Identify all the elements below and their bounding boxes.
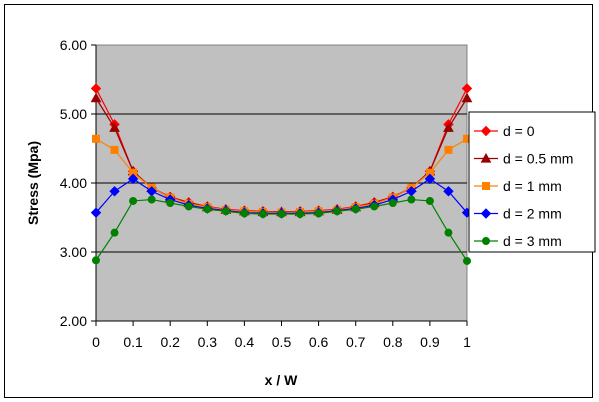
data-point bbox=[258, 210, 267, 219]
data-point bbox=[314, 209, 323, 218]
data-point bbox=[407, 195, 416, 204]
legend: d = 0 d = 0.5 mm d = 1 mm d = 2 mm d = 3 mm bbox=[468, 111, 596, 253]
legend-entry: d = 0.5 mm bbox=[474, 151, 573, 167]
x-tick-label: 0.9 bbox=[420, 334, 440, 350]
legend-marker bbox=[480, 125, 492, 137]
x-tick-label: 0.5 bbox=[272, 334, 292, 350]
legend-label: d = 0.5 mm bbox=[503, 151, 573, 167]
legend-entry: d = 3 mm bbox=[474, 233, 562, 249]
y-axis-title: Stress (Mpa) bbox=[25, 141, 41, 225]
x-tick-label: 0.4 bbox=[235, 334, 255, 350]
data-point bbox=[388, 199, 397, 208]
x-axis: 0 0.1 0.2 0.3 0.4 0.5 0.6 0.7 0.8 0.9 1 bbox=[92, 320, 471, 350]
data-point bbox=[184, 202, 193, 211]
x-tick-label: 0.2 bbox=[160, 334, 180, 350]
data-point bbox=[240, 209, 249, 218]
data-point bbox=[444, 145, 453, 154]
data-point bbox=[147, 195, 156, 204]
grid-lines bbox=[96, 113, 467, 253]
series-layer bbox=[90, 83, 473, 265]
x-tick-label: 0.7 bbox=[346, 334, 366, 350]
x-tick-label: 0.6 bbox=[309, 334, 329, 350]
data-point bbox=[129, 196, 138, 205]
data-point bbox=[277, 210, 286, 219]
data-point bbox=[110, 145, 119, 154]
legend-marker bbox=[482, 182, 490, 190]
x-tick-label: 0 bbox=[92, 334, 100, 350]
data-point bbox=[92, 134, 100, 143]
data-point bbox=[221, 207, 230, 216]
y-tick-label: 2.00 bbox=[60, 313, 87, 329]
data-point bbox=[109, 186, 120, 197]
data-point bbox=[425, 196, 434, 205]
data-point bbox=[109, 122, 120, 132]
legend-entry: d = 2 mm bbox=[474, 206, 562, 222]
y-tick-label: 5.00 bbox=[60, 106, 87, 122]
data-point bbox=[444, 228, 453, 237]
y-tick-label: 4.00 bbox=[60, 175, 87, 191]
series-4 bbox=[92, 195, 471, 265]
x-tick-label: 0.1 bbox=[123, 334, 143, 350]
data-point bbox=[166, 199, 175, 208]
legend-marker bbox=[480, 152, 492, 163]
legend-entry: d = 0 bbox=[474, 123, 535, 139]
legend-marker bbox=[480, 208, 492, 219]
data-point bbox=[127, 173, 139, 185]
x-tick-label: 0.8 bbox=[383, 334, 403, 350]
data-point bbox=[110, 228, 119, 237]
legend-label: d = 3 mm bbox=[503, 233, 562, 249]
data-point bbox=[203, 205, 212, 214]
legend-marker bbox=[482, 237, 490, 245]
legend-label: d = 0 bbox=[503, 123, 535, 139]
data-point bbox=[443, 122, 454, 132]
data-point bbox=[92, 256, 100, 265]
legend-entry: d = 1 mm bbox=[474, 178, 562, 194]
x-axis-title: x / W bbox=[265, 372, 298, 388]
x-tick-label: 0.3 bbox=[198, 334, 218, 350]
data-point bbox=[370, 202, 379, 211]
legend-label: d = 2 mm bbox=[503, 206, 562, 222]
data-point bbox=[461, 92, 473, 103]
data-point bbox=[443, 186, 454, 197]
y-axis: 2.00 3.00 4.00 5.00 6.00 bbox=[60, 37, 97, 329]
legend-label: d = 1 mm bbox=[503, 178, 562, 194]
y-tick-label: 3.00 bbox=[60, 244, 87, 260]
x-tick-label: 1 bbox=[463, 334, 471, 350]
data-point bbox=[351, 205, 360, 214]
y-tick-label: 6.00 bbox=[60, 37, 87, 53]
data-point bbox=[90, 207, 102, 218]
data-point bbox=[463, 256, 471, 265]
data-point bbox=[296, 210, 305, 219]
data-point bbox=[90, 92, 102, 103]
data-point bbox=[424, 173, 436, 185]
data-point bbox=[333, 207, 342, 216]
